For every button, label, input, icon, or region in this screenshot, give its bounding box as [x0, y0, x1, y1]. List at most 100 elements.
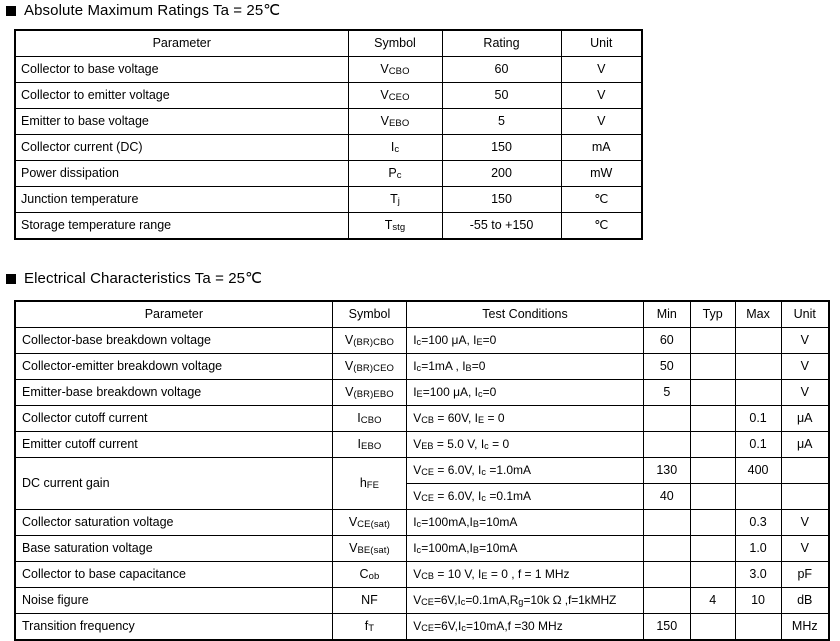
symbol-main: h: [359, 476, 367, 491]
cell-parameter: Transition frequency: [14, 613, 333, 641]
cell-unit: V: [780, 379, 830, 406]
column-header-parameter: Parameter: [14, 29, 349, 57]
symbol-subscript: EBO: [361, 441, 382, 453]
cell-unit: [780, 457, 830, 484]
cell-symbol: Tj: [347, 186, 443, 213]
cell-parameter: Junction temperature: [14, 186, 349, 213]
symbol-main: f: [364, 619, 369, 634]
cell-symbol: VCEO: [347, 82, 443, 109]
cell-test-conditions: VCB = 10 V, IE = 0 , f = 1 MHz: [406, 561, 644, 588]
cell-max: [734, 483, 782, 510]
cell-parameter: Emitter cutoff current: [14, 431, 333, 458]
cell-parameter: Collector-emitter breakdown voltage: [14, 353, 333, 380]
cell-test-conditions: Ic=100mA,IB=10mA: [406, 535, 644, 562]
cell-symbol: Pc: [347, 160, 443, 187]
cell-parameter: Power dissipation: [14, 160, 349, 187]
symbol-main: T: [390, 192, 398, 207]
symbol-subscript: c: [396, 170, 402, 182]
cell-min: [642, 431, 691, 458]
cell-test-conditions: VCB = 60V, IE = 0: [406, 405, 644, 432]
cell-unit: MHz: [780, 613, 830, 641]
section-title-electrical-characteristics: Electrical Characteristics Ta = 25℃: [24, 270, 263, 287]
cell-test-conditions: VCE = 6.0V, Ic =0.1mA: [406, 483, 644, 510]
table-row: Transition frequency fT VCE=6V,Ic=10mA,f =…: [14, 613, 830, 641]
cell-typ: [689, 353, 736, 380]
cell-symbol: NF: [331, 587, 408, 614]
cell-min: [642, 587, 691, 614]
cell-typ: 4: [689, 587, 736, 614]
table-row: Collector cutoff current ICBO VCB = 60V, I…: [14, 405, 830, 432]
table-electrical-characteristics: Parameter Symbol Test Conditions Min Typ Max U…: [14, 300, 830, 641]
cell-parameter: Emitter to base voltage: [14, 108, 349, 135]
cell-unit: ℃: [560, 212, 643, 240]
table-row: Collector to base voltage VCBO 60 V: [14, 56, 643, 83]
cell-min: [642, 535, 691, 562]
cell-symbol: Ic: [347, 134, 443, 161]
cell-typ: [689, 535, 736, 562]
table-row: Emitter cutoff current IEBO VEB = 5.0 V, I…: [14, 431, 830, 458]
cell-parameter: Noise figure: [14, 587, 333, 614]
cell-symbol: fT: [331, 613, 408, 641]
cell-parameter: Collector saturation voltage: [14, 509, 333, 536]
symbol-main: P: [388, 166, 397, 181]
table-row: Storage temperature range Tstg -55 to +150…: [14, 212, 643, 240]
cell-parameter: Storage temperature range: [14, 212, 349, 240]
cell-max: 400: [734, 457, 782, 484]
cell-test-conditions: IE=100 μA, Ic=0: [406, 379, 644, 406]
cell-min: [642, 405, 691, 432]
table-row: Junction temperature Tj 150 ℃: [14, 186, 643, 213]
symbol-subscript: CE(sat): [357, 519, 391, 531]
cell-typ: [689, 483, 736, 510]
cell-max: [734, 353, 782, 380]
cell-symbol: hFE: [331, 457, 408, 510]
cell-symbol: Tstg: [347, 212, 443, 240]
cell-test-conditions: Ic=100 μA, IE=0: [406, 327, 644, 354]
cell-typ: [689, 613, 736, 641]
cell-typ: [689, 561, 736, 588]
column-header-rating: Rating: [441, 29, 562, 57]
cell-parameter: Emitter-base breakdown voltage: [14, 379, 333, 406]
cell-symbol: V(BR)CEO: [331, 353, 408, 380]
column-header-symbol: Symbol: [347, 29, 443, 57]
table-row: DC current gain hFE VCE = 6.0V, Ic =1.0mA 1…: [14, 457, 830, 510]
cell-symbol: VBE(sat): [331, 535, 408, 562]
cell-unit: μA: [780, 405, 830, 432]
cell-symbol: VCE(sat): [331, 509, 408, 536]
cell-parameter: Collector current (DC): [14, 134, 349, 161]
cell-typ: [689, 405, 736, 432]
cell-unit: ℃: [560, 186, 643, 213]
symbol-main: C: [359, 567, 369, 582]
column-header-typ: Typ: [689, 300, 736, 328]
cell-max: 0.3: [734, 509, 782, 536]
table-absolute-maximum-ratings: Parameter Symbol Rating Unit Collector to ba…: [14, 29, 643, 240]
cell-symbol: V(BR)CBO: [331, 327, 408, 354]
symbol-subscript: ob: [368, 571, 380, 583]
cell-symbol: V(BR)EBO: [331, 379, 408, 406]
cell-max: 0.1: [734, 405, 782, 432]
cell-unit: pF: [780, 561, 830, 588]
cell-min: 50: [642, 353, 691, 380]
section-heading-absolute-maximum-ratings: Absolute Maximum Ratings Ta = 25℃: [6, 3, 280, 18]
cell-parameter: DC current gain: [14, 457, 333, 510]
cell-unit: mA: [560, 134, 643, 161]
column-header-test-conditions: Test Conditions: [406, 300, 644, 328]
cell-typ: [689, 431, 736, 458]
cell-max: 1.0: [734, 535, 782, 562]
cell-symbol: VEBO: [347, 108, 443, 135]
cell-parameter: Base saturation voltage: [14, 535, 333, 562]
cell-parameter: Collector-base breakdown voltage: [14, 327, 333, 354]
cell-parameter: Collector cutoff current: [14, 405, 333, 432]
cell-unit: mW: [560, 160, 643, 187]
cell-unit: V: [560, 108, 643, 135]
symbol-main: V: [348, 515, 358, 530]
cell-rating: 150: [441, 186, 562, 213]
cell-rating: 5: [441, 108, 562, 135]
table-row: Collector current (DC) Ic 150 mA: [14, 134, 643, 161]
cell-rating: 50: [441, 82, 562, 109]
symbol-subscript: (BR)CBO: [353, 337, 395, 349]
cell-unit: V: [780, 327, 830, 354]
cell-parameter: Collector to base voltage: [14, 56, 349, 83]
cell-max: 3.0: [734, 561, 782, 588]
column-header-symbol: Symbol: [331, 300, 408, 328]
symbol-main: V: [380, 88, 389, 103]
